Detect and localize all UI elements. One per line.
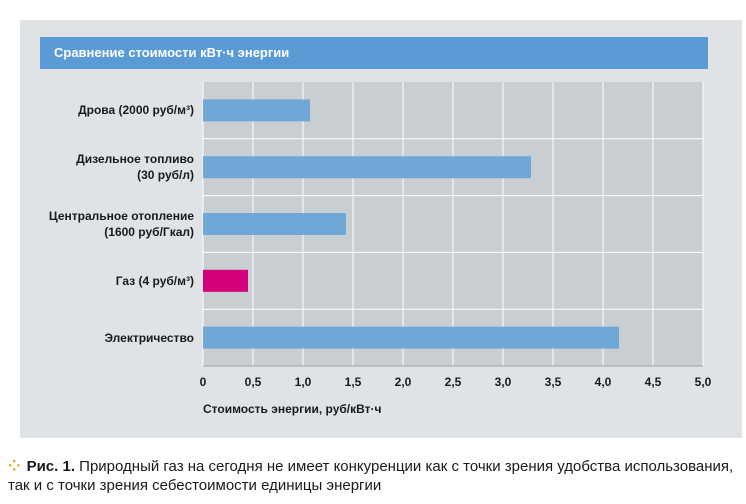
category-label: Дрова (2000 руб/м³) xyxy=(0,102,194,118)
chart-title: Сравнение стоимости кВт·ч энергии xyxy=(54,45,290,60)
bar xyxy=(203,213,346,235)
x-axis-label: Стоимость энергии, руб/кВт·ч xyxy=(203,402,382,416)
caption-text: Природный газ на сегодня не имеет конкур… xyxy=(8,458,734,494)
category-label-line: Дизельное топливо xyxy=(76,152,194,167)
category-label-line: Дрова (2000 руб/м³) xyxy=(78,103,194,118)
x-tick-label: 5,0 xyxy=(694,375,712,389)
category-label-line: Электричество xyxy=(104,330,194,345)
x-tick-label: 0 xyxy=(199,375,207,389)
x-tick-label: 4,0 xyxy=(594,375,612,389)
caption-bullet-icon: ⁘ xyxy=(8,458,21,475)
caption-prefix: Рис. 1. xyxy=(26,458,75,475)
x-tick-label: 3,0 xyxy=(494,375,512,389)
category-label-line: (30 руб/л) xyxy=(137,168,194,183)
category-label-line: Центральное отопление xyxy=(48,209,194,223)
bar xyxy=(203,156,531,179)
category-label-line: Газ (4 руб/м³) xyxy=(115,273,194,288)
category-label: Газ (4 руб/м³) xyxy=(0,273,194,289)
category-label: Дизельное топливо (30 руб/л) xyxy=(0,151,194,183)
category-label: Электричество xyxy=(0,330,194,346)
x-tick-label: 4,5 xyxy=(644,375,662,389)
x-tick-label: 1,0 xyxy=(294,375,312,389)
x-tick-label: 2,0 xyxy=(394,375,412,389)
chart-header: Сравнение стоимости кВт·ч энергии xyxy=(40,37,708,69)
category-label: Центральное отопление (1600 руб/Гкал) xyxy=(0,208,194,240)
x-tick-label: 3,5 xyxy=(544,375,562,389)
figure-caption: ⁘ Рис. 1. Природный газ на сегодня не име… xyxy=(8,457,740,495)
category-label-line: (1600 руб/Гкал) xyxy=(104,225,194,239)
x-tick-label: 0,5 xyxy=(244,375,262,389)
bar xyxy=(203,99,310,122)
bar xyxy=(203,326,619,349)
bar xyxy=(203,269,248,292)
x-tick-label: 2,5 xyxy=(444,375,462,389)
x-tick-label: 1,5 xyxy=(344,375,362,389)
